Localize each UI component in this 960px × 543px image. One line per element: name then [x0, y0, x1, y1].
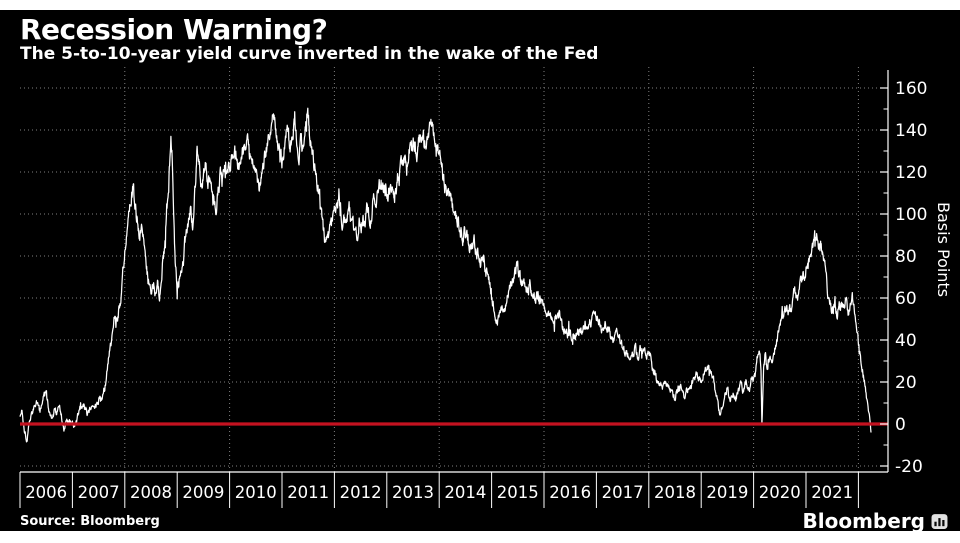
- chart-background: [0, 10, 960, 531]
- chart-subtitle: The 5-to-10-year yield curve inverted in…: [20, 44, 599, 64]
- x-tick-label: 2014: [444, 483, 486, 502]
- y-tick-label: 80: [895, 247, 917, 267]
- y-axis-title: Basis Points: [934, 202, 953, 298]
- x-tick-label: 2018: [654, 483, 696, 502]
- x-tick-label: 2015: [497, 483, 539, 502]
- x-tick-label: 2011: [287, 483, 329, 502]
- x-tick-label: 2006: [25, 483, 67, 502]
- y-tick-label: 140: [895, 121, 927, 141]
- y-tick-label: 120: [895, 163, 927, 183]
- x-tick-label: 2007: [78, 483, 120, 502]
- y-tick-label: 40: [895, 331, 917, 351]
- chart-title: Recession Warning?: [20, 13, 328, 46]
- yield-spread-line: [19, 107, 872, 443]
- x-tick-label: 2008: [130, 483, 172, 502]
- y-tick-label: 20: [895, 373, 917, 393]
- bloomberg-logo-text: Bloomberg: [802, 509, 925, 533]
- x-tick-label: 2009: [182, 483, 224, 502]
- bloomberg-logo: Bloomberg: [803, 509, 948, 533]
- bloomberg-terminal-icon: [931, 513, 948, 529]
- source-attribution: Source: Bloomberg: [20, 514, 160, 529]
- x-tick-label: 2013: [392, 483, 434, 502]
- y-tick-label: 60: [895, 289, 917, 309]
- x-tick-label: 2012: [340, 483, 382, 502]
- y-tick-label: 0: [895, 415, 906, 435]
- y-tick-label: -20: [895, 457, 923, 477]
- x-tick-label: 2010: [235, 483, 277, 502]
- x-tick-label: 2017: [602, 483, 644, 502]
- x-tick-label: 2021: [811, 483, 853, 502]
- x-tick-label: 2016: [549, 483, 591, 502]
- x-tick-label: 2020: [759, 483, 801, 502]
- y-tick-label: 160: [895, 79, 927, 99]
- y-tick-label: 100: [895, 205, 927, 225]
- x-tick-label: 2019: [706, 483, 748, 502]
